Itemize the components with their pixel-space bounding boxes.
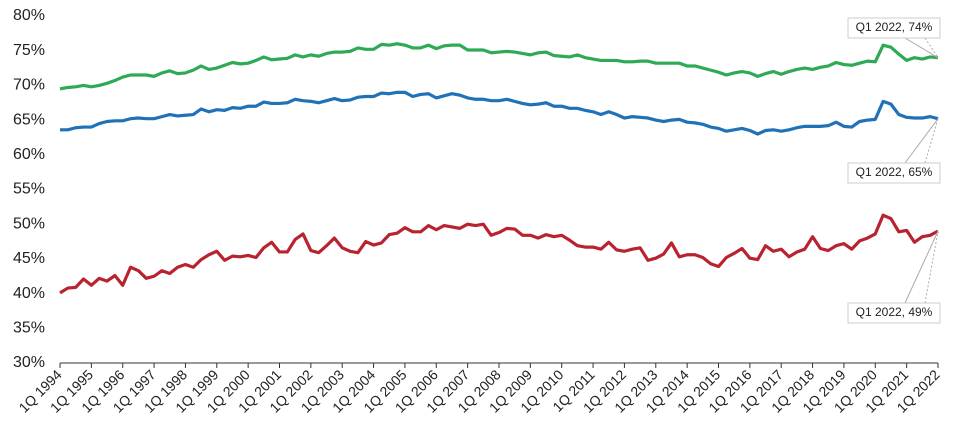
annotation-leader xyxy=(904,230,939,304)
annotation-box xyxy=(847,162,941,184)
y-tick-label: 45% xyxy=(13,250,45,267)
y-tick-label: 65% xyxy=(13,111,45,128)
annotation: Q1 2022, 49% xyxy=(856,305,933,319)
annotation: Q1 2022, 65% xyxy=(856,165,933,179)
annotation-leader xyxy=(904,37,939,59)
annotation-leader xyxy=(924,118,939,164)
y-tick-label: 35% xyxy=(13,320,45,337)
y-tick-label: 70% xyxy=(13,77,45,94)
y-tick-label: 30% xyxy=(13,354,45,371)
y-tick-label: 75% xyxy=(13,42,45,59)
series-line xyxy=(59,213,939,295)
annotation-box xyxy=(847,302,941,324)
y-tick-label: 80% xyxy=(13,7,45,24)
annotation-leader xyxy=(904,118,939,164)
y-tick-label: 60% xyxy=(13,146,45,163)
y-tick-label: 50% xyxy=(13,215,45,232)
y-tick-label: 40% xyxy=(13,285,45,302)
annotation: Q1 2022, 74% xyxy=(856,20,933,34)
y-tick-label: 55% xyxy=(13,181,45,198)
annotation-leader xyxy=(924,231,939,304)
annotation-leader xyxy=(924,37,939,58)
series-line xyxy=(60,90,939,136)
series-line xyxy=(59,42,939,91)
annotation-box xyxy=(847,17,941,39)
